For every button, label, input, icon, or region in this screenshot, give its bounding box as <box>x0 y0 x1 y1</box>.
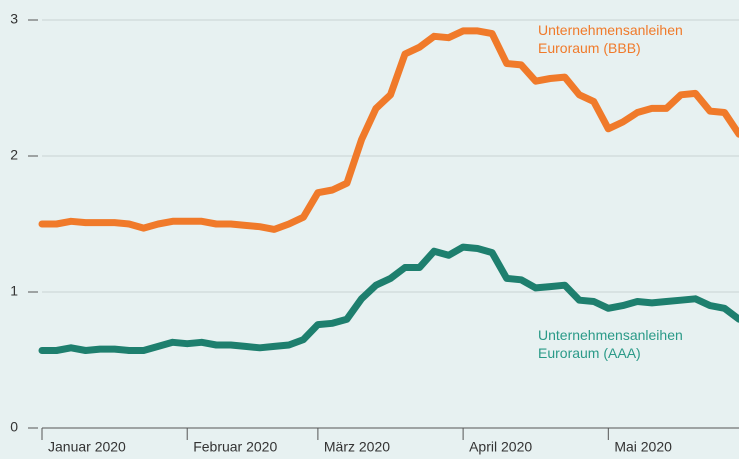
series-line <box>38 243 739 354</box>
y-tick-label: 0 <box>10 419 18 435</box>
x-tick-label: April 2020 <box>469 439 532 455</box>
series-label: Unternehmensanleihen Euroraum (BBB) <box>538 22 683 56</box>
y-tick-label: 3 <box>10 11 18 27</box>
y-tick-label: 2 <box>10 147 18 163</box>
y-tick-label: 1 <box>10 283 18 299</box>
series-line <box>38 27 739 233</box>
x-tick-label: März 2020 <box>324 439 390 455</box>
x-tick-label: Januar 2020 <box>48 439 126 455</box>
series-label: Unternehmensanleihen Euroraum (AAA) <box>538 327 683 361</box>
x-tick-label: Mai 2020 <box>614 439 672 455</box>
x-tick-label: Februar 2020 <box>193 439 277 455</box>
